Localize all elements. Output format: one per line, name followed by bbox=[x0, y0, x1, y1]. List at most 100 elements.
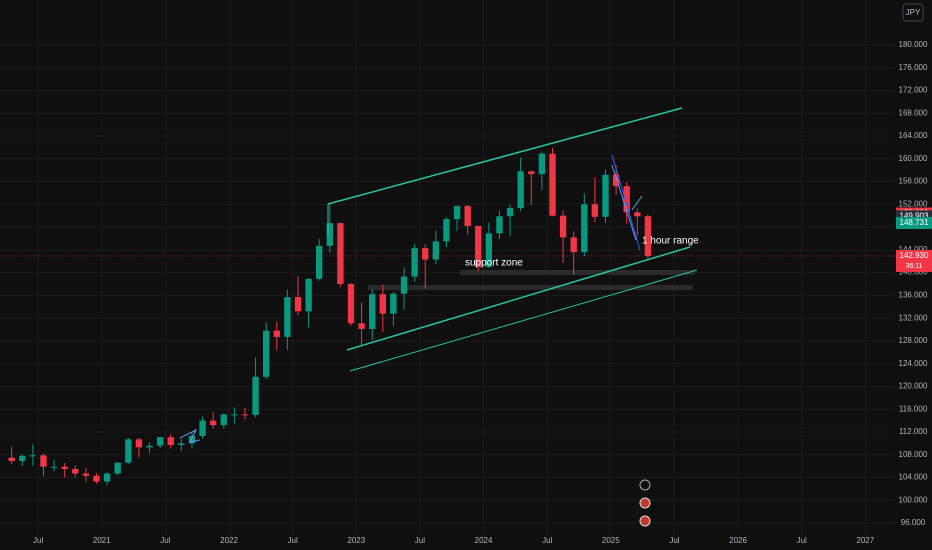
y-tick-label: 140.000 bbox=[899, 268, 928, 277]
candle-body bbox=[252, 376, 259, 415]
candle-body bbox=[178, 443, 185, 446]
channel-top bbox=[327, 107, 683, 205]
y-tick-label: 120.000 bbox=[899, 382, 928, 391]
candle-body bbox=[61, 466, 68, 469]
candle-body bbox=[634, 212, 641, 217]
candle-body bbox=[337, 223, 344, 285]
y-tick-label: 168.000 bbox=[899, 108, 928, 117]
candle-body bbox=[103, 473, 111, 482]
candle-body bbox=[644, 216, 652, 257]
y-tick-label: 152.000 bbox=[899, 199, 928, 208]
x-tick-label: Jul bbox=[542, 536, 552, 545]
x-tick-label: Jul bbox=[160, 536, 170, 545]
x-tick-label: 2023 bbox=[347, 536, 365, 545]
x-tick-label: Jul bbox=[288, 536, 298, 545]
candle-body bbox=[72, 468, 79, 474]
candle-body bbox=[167, 437, 174, 446]
drawings: support zone 1 hour range bbox=[179, 107, 699, 443]
wedge-line bbox=[611, 164, 637, 241]
candle-body bbox=[570, 237, 577, 253]
y-tick-label: 164.000 bbox=[899, 131, 928, 140]
candle-body bbox=[379, 294, 386, 314]
event-icon bbox=[639, 515, 651, 527]
candle-body bbox=[390, 293, 397, 314]
y-tick-label: 104.000 bbox=[899, 473, 928, 482]
y-tick-label: 128.000 bbox=[899, 336, 928, 345]
candle-body bbox=[358, 323, 365, 329]
y-tick-label: 100.000 bbox=[899, 495, 928, 504]
y-tick-label: 112.000 bbox=[899, 427, 928, 436]
sketch bbox=[179, 428, 201, 443]
y-tick-label: 108.000 bbox=[899, 450, 928, 459]
annotation: 1 hour range bbox=[642, 236, 699, 247]
x-tick-label: 2024 bbox=[475, 536, 493, 545]
price-label-box bbox=[896, 216, 932, 229]
channel-lower bbox=[349, 269, 698, 372]
candle-body bbox=[273, 330, 280, 337]
price-label: 142.930 bbox=[900, 251, 929, 260]
candle-body bbox=[623, 186, 630, 213]
candle-body bbox=[347, 284, 355, 324]
wedge-line bbox=[631, 195, 643, 211]
grid bbox=[0, 0, 895, 535]
candle-body bbox=[453, 206, 461, 220]
candles bbox=[8, 147, 652, 486]
candle-body bbox=[506, 208, 514, 217]
currency-box[interactable] bbox=[902, 3, 924, 22]
candle-body bbox=[82, 473, 90, 476]
y-tick-label: 132.000 bbox=[899, 313, 928, 322]
candle-body bbox=[602, 174, 609, 217]
candle-body bbox=[135, 439, 143, 448]
price-label-box bbox=[896, 249, 932, 272]
candle-body bbox=[241, 414, 249, 416]
candle-body bbox=[156, 437, 164, 446]
y-tick-label: 136.000 bbox=[899, 290, 928, 299]
x-tick-label: 2025 bbox=[602, 536, 620, 545]
candle-body bbox=[294, 297, 302, 312]
y-tick-label: 172.000 bbox=[899, 86, 928, 95]
x-tick-label: 2026 bbox=[729, 536, 747, 545]
candle-body bbox=[114, 462, 121, 474]
candle-body bbox=[125, 439, 132, 463]
candle-body bbox=[199, 420, 206, 436]
candle-body bbox=[581, 204, 588, 253]
candle-body bbox=[93, 475, 100, 482]
candle-body bbox=[29, 455, 37, 457]
axis: 96.000 100.000 104.000 108.000 112.000 116.00… bbox=[33, 40, 932, 545]
candle-body bbox=[40, 455, 47, 467]
event-icon bbox=[639, 497, 651, 509]
candle-body bbox=[411, 248, 418, 277]
candle-body bbox=[284, 297, 291, 337]
currency: JPY bbox=[906, 8, 921, 17]
countdown: 36:11 bbox=[906, 263, 923, 270]
support-zone-box bbox=[460, 270, 695, 275]
candle-body bbox=[220, 414, 227, 426]
price-label: 149.903 bbox=[900, 211, 929, 220]
y-tick-label: 160.000 bbox=[899, 154, 928, 163]
x-tick-label: Jul bbox=[797, 536, 807, 545]
y-tick-label: 116.000 bbox=[899, 404, 928, 413]
wedge-line bbox=[611, 154, 641, 251]
candle-body bbox=[19, 455, 26, 462]
candle-body bbox=[464, 206, 471, 226]
candle-body bbox=[209, 420, 217, 426]
candle-body bbox=[517, 171, 524, 209]
candle-body bbox=[528, 171, 535, 175]
x-tick-label: Jul bbox=[415, 536, 425, 545]
candle-body bbox=[369, 294, 376, 329]
y-tick-label: 96.000 bbox=[901, 518, 926, 527]
candle-body bbox=[50, 466, 58, 468]
x-tick-label: 2021 bbox=[93, 536, 111, 545]
candle-body bbox=[188, 435, 196, 444]
x-tick-label: 2022 bbox=[220, 536, 238, 545]
candle-body bbox=[612, 174, 620, 187]
candle-body bbox=[400, 276, 408, 294]
event-icon bbox=[639, 479, 651, 491]
candle-body bbox=[231, 414, 238, 416]
x-tick-label: 2027 bbox=[856, 536, 874, 545]
candle-body bbox=[262, 330, 270, 377]
candle-body bbox=[305, 278, 312, 312]
channel-bottom bbox=[346, 246, 691, 351]
y-tick-label: 156.000 bbox=[899, 177, 928, 186]
